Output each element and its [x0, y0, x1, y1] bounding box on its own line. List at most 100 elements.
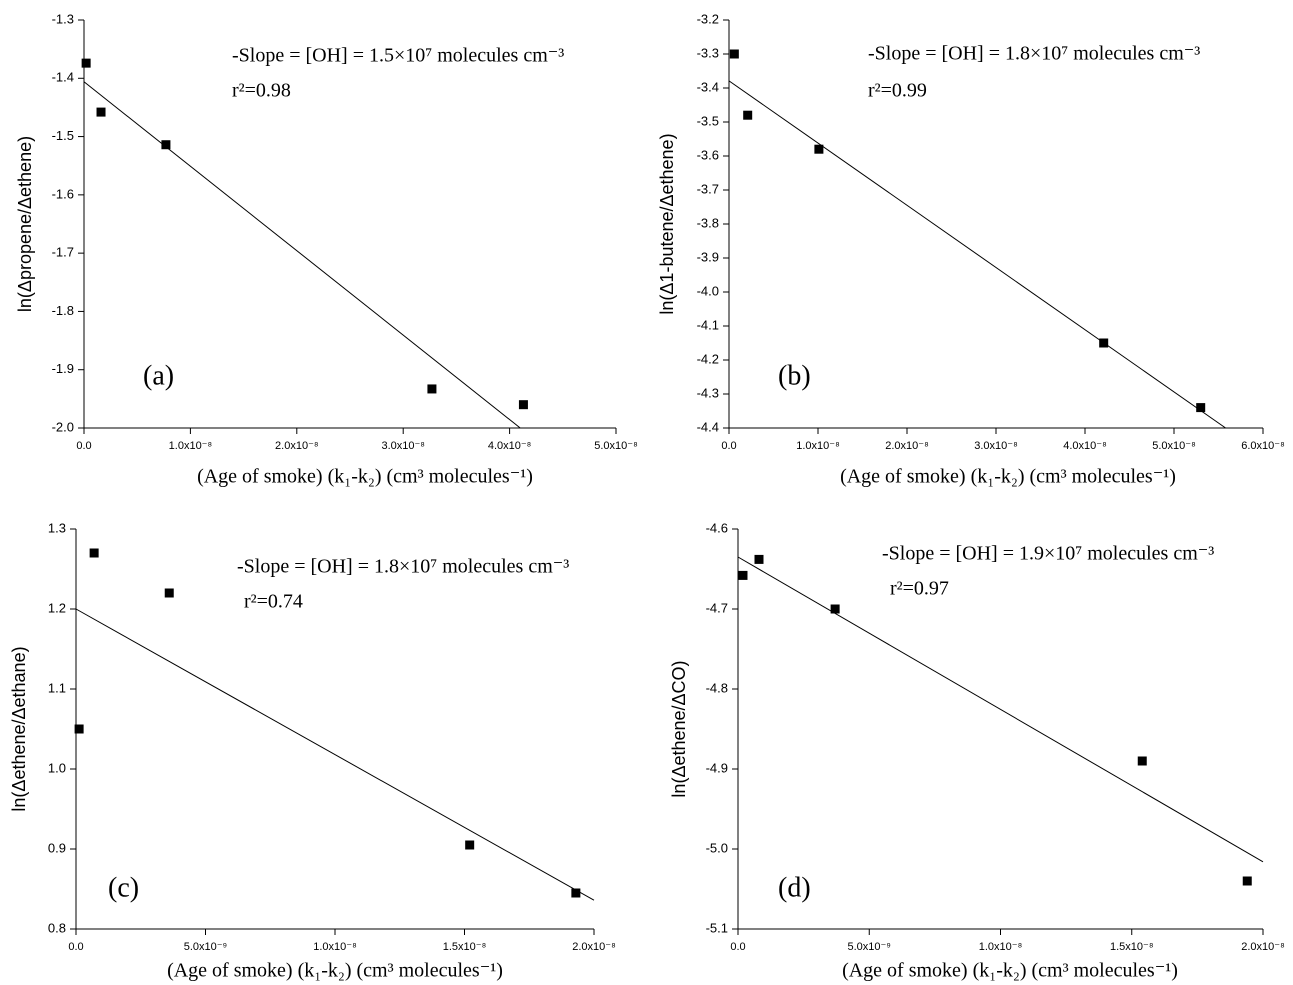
y-tick-label: -4.4: [697, 419, 719, 434]
x-axis-label: (Age of smoke) (k₁-k₂) (cm³ molecules⁻¹): [842, 960, 1178, 982]
annotation: (d): [778, 872, 811, 903]
y-tick-label: -3.8: [697, 215, 719, 230]
x-tick-label: 1.5x10⁻⁸: [443, 941, 486, 953]
y-tick-label: -3.4: [697, 79, 719, 94]
fit-line: [75, 608, 595, 901]
point: [164, 588, 174, 598]
y-tick-label: -1.6: [52, 186, 74, 201]
point: [518, 400, 528, 410]
annotation: -Slope = [OH] = 1.9×10⁷ molecules cm⁻³: [882, 543, 1214, 565]
y-tick-label: -4.1: [697, 317, 719, 332]
x-tick-label: 6.0x10⁻⁸: [1241, 440, 1284, 452]
x-tick-label: 1.5x10⁻⁸: [1110, 941, 1153, 953]
y-tick-label: -3.7: [697, 181, 719, 196]
x-tick-label: 1.0x10⁻⁸: [313, 941, 356, 953]
x-tick-label: 2.0x10⁻⁸: [1241, 941, 1284, 953]
x-tick-label: 1.0x10⁻⁸: [169, 440, 212, 452]
point: [81, 58, 91, 68]
fit-line: [83, 81, 521, 429]
y-tick-label: 1.0: [48, 760, 66, 775]
y-tick-label: -4.9: [706, 760, 728, 775]
y-tick-label: -1.9: [52, 361, 74, 376]
point: [89, 548, 99, 558]
x-axis-label: (Age of smoke) (k₁-k₂) (cm³ molecules⁻¹): [167, 960, 503, 982]
y-tick-label: -4.8: [706, 680, 728, 695]
y-tick-label: -1.3: [52, 11, 74, 26]
y-tick-label: -4.7: [706, 600, 728, 615]
y-tick-label: -3.5: [697, 113, 719, 128]
y-tick-label: -3.9: [697, 249, 719, 264]
annotation: -Slope = [OH] = 1.8×10⁷ molecules cm⁻³: [868, 43, 1200, 65]
point: [74, 724, 84, 734]
x-tick-label: 5.0x10⁻⁸: [594, 440, 637, 452]
y-tick-label: -3.2: [697, 11, 719, 26]
y-axis-label: ln(Δpropene/Δethene): [15, 136, 35, 312]
point: [465, 840, 475, 850]
x-tick-label: 2.0x10⁻⁸: [885, 440, 928, 452]
fit-line: [737, 556, 1264, 863]
annotation: (a): [143, 360, 174, 391]
x-tick-label: 3.0x10⁻⁸: [974, 440, 1017, 452]
annotation: -Slope = [OH] = 1.8×10⁷ molecules cm⁻³: [237, 556, 569, 578]
annotation: -Slope = [OH] = 1.5×10⁷ molecules cm⁻³: [232, 45, 564, 67]
x-tick-label: 0.0: [730, 941, 745, 953]
y-tick-label: -1.5: [52, 128, 74, 143]
x-tick-label: 0.0: [68, 941, 83, 953]
annotation: (c): [108, 872, 139, 903]
point: [96, 107, 106, 117]
y-tick-label: 0.9: [48, 840, 66, 855]
y-tick-label: 1.3: [48, 520, 66, 535]
point: [738, 570, 748, 580]
annotation: r²=0.99: [868, 80, 927, 102]
y-tick-label: -3.6: [697, 147, 719, 162]
point: [1137, 756, 1147, 766]
annotation: r²=0.98: [232, 80, 291, 102]
annotation: r²=0.74: [244, 591, 303, 613]
y-tick-label: -4.0: [697, 283, 719, 298]
point: [729, 49, 739, 59]
x-tick-label: 5.0x10⁻⁹: [847, 941, 891, 953]
point: [743, 110, 753, 120]
y-tick-label: -5.1: [706, 920, 728, 935]
y-tick-label: -4.6: [706, 520, 728, 535]
y-tick-label: 1.1: [48, 680, 66, 695]
point: [571, 888, 581, 898]
x-tick-label: 1.0x10⁻⁸: [796, 440, 839, 452]
y-axis-label: ln(Δethene/ΔCO): [669, 660, 689, 797]
x-tick-label: 4.0x10⁻⁸: [1063, 440, 1106, 452]
x-tick-label: 5.0x10⁻⁸: [1152, 440, 1195, 452]
x-tick-label: 2.0x10⁻⁸: [275, 440, 318, 452]
point: [1242, 876, 1252, 886]
annotation: (b): [778, 360, 811, 391]
x-axis-label: (Age of smoke) (k₁-k₂) (cm³ molecules⁻¹): [840, 466, 1176, 488]
y-tick-label: -4.2: [697, 351, 719, 366]
y-tick-label: 1.2: [48, 600, 66, 615]
fit-line: [728, 80, 1226, 429]
x-tick-label: 5.0x10⁻⁹: [184, 941, 228, 953]
point: [1099, 338, 1109, 348]
y-tick-label: 0.8: [48, 920, 66, 935]
y-tick-label: -1.4: [52, 70, 74, 85]
y-tick-label: -1.7: [52, 245, 74, 260]
x-tick-label: 2.0x10⁻⁸: [572, 941, 615, 953]
point: [161, 140, 171, 150]
x-tick-label: 4.0x10⁻⁸: [488, 440, 531, 452]
y-tick-label: -5.0: [706, 840, 728, 855]
point: [1196, 403, 1206, 413]
y-axis-label: ln(Δ1-butene/Δethene): [657, 133, 677, 314]
x-tick-label: 0.0: [76, 440, 91, 452]
point: [427, 384, 437, 394]
point: [754, 554, 764, 564]
annotation: r²=0.97: [890, 578, 949, 600]
point: [814, 144, 824, 154]
y-tick-label: -1.8: [52, 303, 74, 318]
y-tick-label: -2.0: [52, 419, 74, 434]
x-axis-label: (Age of smoke) (k₁-k₂) (cm³ molecules⁻¹): [197, 466, 533, 488]
y-tick-label: -3.3: [697, 45, 719, 60]
y-axis-label: ln(Δethene/Δethane): [9, 646, 29, 811]
x-tick-label: 3.0x10⁻⁸: [381, 440, 424, 452]
x-tick-label: 1.0x10⁻⁸: [979, 941, 1022, 953]
y-tick-label: -4.3: [697, 385, 719, 400]
x-tick-label: 0.0: [721, 440, 736, 452]
